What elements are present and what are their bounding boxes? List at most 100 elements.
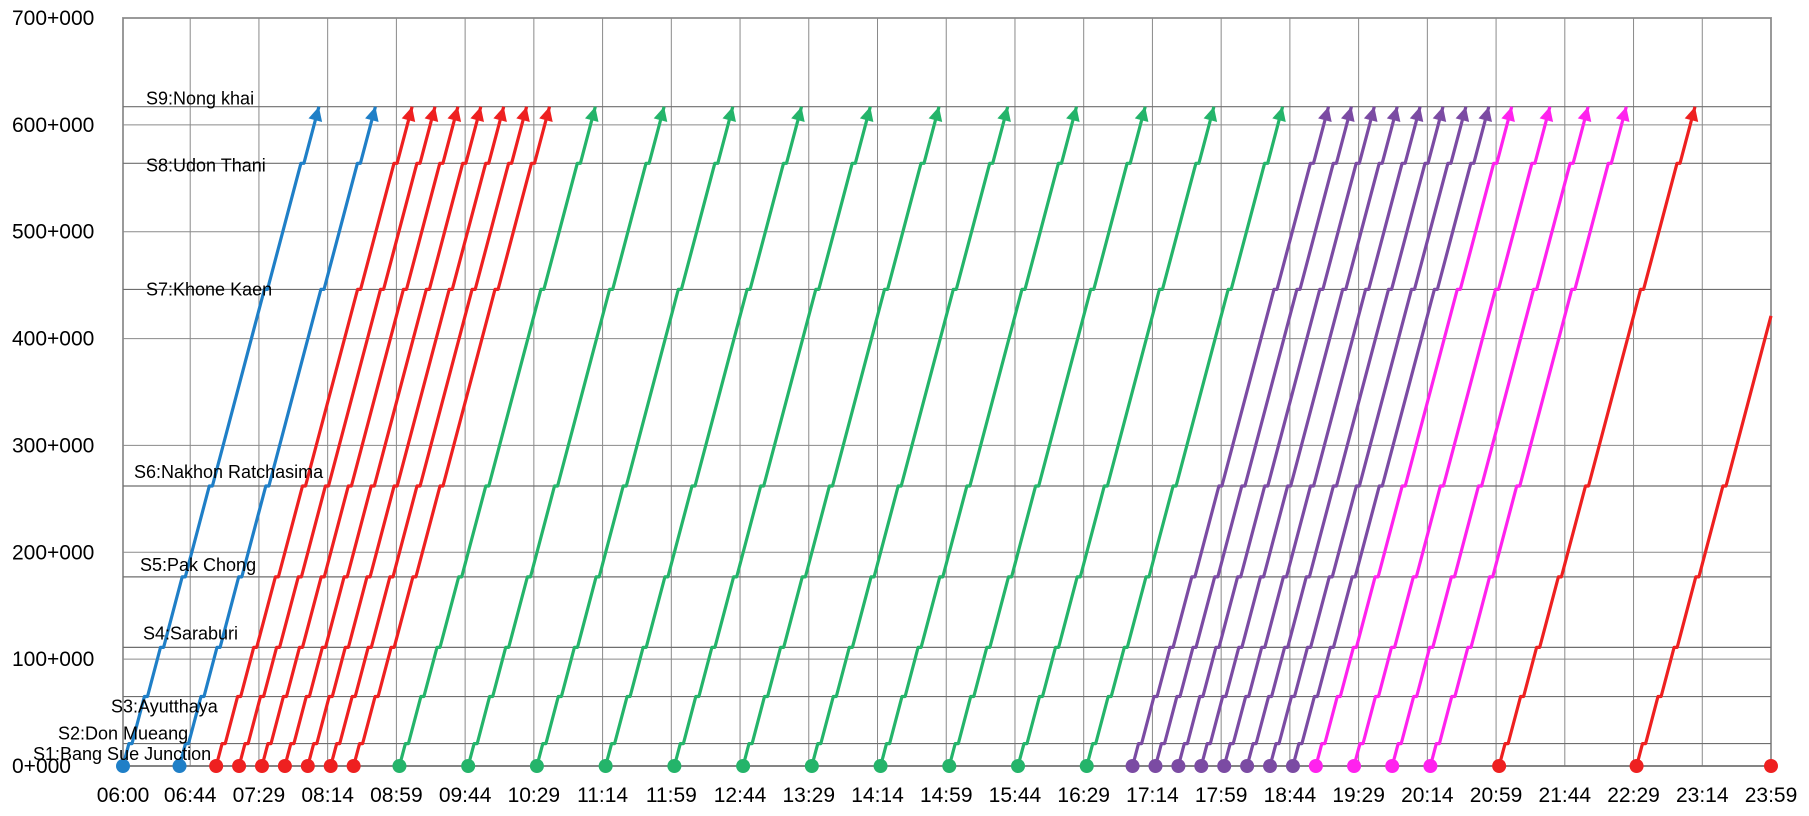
- train-departure-point: [254, 759, 269, 773]
- train-path: [672, 106, 872, 767]
- train-arrival-arrowhead: [401, 106, 416, 122]
- station-label: S1:Bang Sue Junction: [33, 744, 211, 764]
- train-path: [1291, 106, 1491, 767]
- train-path: [1153, 106, 1353, 767]
- station-label: S8:Udon Thani: [146, 155, 266, 175]
- train-arrival-arrowhead: [493, 106, 507, 122]
- train-path: [283, 106, 483, 767]
- train-departure-point: [1125, 759, 1140, 773]
- train-arrival-arrowhead: [653, 106, 668, 122]
- train-arrival-arrowhead: [791, 106, 805, 122]
- train-path: [810, 106, 1010, 767]
- train-arrival-arrowhead: [516, 106, 530, 122]
- x-tick-label: 10:29: [508, 784, 561, 807]
- y-tick-label: 700+000: [12, 7, 94, 30]
- x-axis-tick-labels: 06:00 06:44 07:29 08:14 08:59 09:44 10:29 11:14…: [97, 784, 1798, 807]
- train-arrival-arrowhead: [1478, 106, 1492, 122]
- train-departure-point: [1171, 759, 1186, 773]
- train-path: [1222, 106, 1422, 767]
- train-departure-point: [209, 759, 224, 773]
- station-label: S9:Nong khai: [146, 89, 254, 109]
- train-departure-point: [116, 759, 130, 773]
- train-path: [397, 106, 597, 767]
- train-arrival-arrowhead: [308, 106, 323, 122]
- x-tick-label: 08:14: [301, 784, 354, 807]
- train-departure-point: [346, 759, 361, 773]
- train-path: [1245, 106, 1445, 767]
- x-tick-label: 20:59: [1470, 784, 1523, 807]
- x-tick-label: 15:44: [989, 784, 1042, 807]
- train-arrival-arrowhead: [1615, 106, 1630, 122]
- train-departure-point: [1492, 759, 1507, 773]
- train-arrival-arrowhead: [1577, 106, 1592, 122]
- train-path: [1497, 106, 1697, 767]
- train-path: [466, 106, 666, 767]
- train-path: [329, 106, 529, 767]
- train-path: [306, 106, 506, 767]
- train-departure-point: [1385, 759, 1400, 773]
- train-path: [1176, 106, 1376, 767]
- train-path: [1268, 106, 1468, 767]
- y-tick-label: 100+000: [12, 648, 94, 671]
- train-departure-point: [804, 759, 819, 773]
- train-departure-point: [172, 759, 187, 773]
- train-departure-point: [1148, 759, 1163, 773]
- train-path: [1131, 106, 1331, 767]
- train-departure-point: [461, 759, 476, 773]
- train-departure-point: [323, 759, 338, 773]
- station-label: S3:Ayutthaya: [111, 697, 219, 717]
- train-departure-point: [1423, 759, 1438, 773]
- train-arrival-arrowhead: [1501, 106, 1515, 122]
- x-tick-label: 09:44: [439, 784, 492, 807]
- x-tick-label: 20:14: [1401, 784, 1454, 807]
- train-path: [535, 106, 735, 767]
- train-departure-point: [1194, 759, 1209, 773]
- train-arrival-arrowhead: [859, 106, 874, 122]
- x-tick-label: 23:59: [1745, 784, 1798, 807]
- train-departure-point: [736, 759, 751, 773]
- train-paths: [116, 106, 1778, 773]
- train-departure-point: [1308, 759, 1323, 773]
- x-tick-label: 19:29: [1332, 784, 1385, 807]
- x-tick-label: 16:29: [1057, 784, 1110, 807]
- train-path: [947, 106, 1147, 767]
- station-label: S6:Nakhon Ratchasima: [134, 462, 324, 482]
- train-departure-point: [942, 759, 957, 773]
- x-tick-label: 08:59: [370, 784, 423, 807]
- x-tick-label: 12:44: [714, 784, 767, 807]
- train-arrival-arrowhead: [1134, 106, 1149, 122]
- station-label: S4:Saraburi: [143, 623, 238, 643]
- train-departure-point: [1079, 759, 1094, 773]
- train-arrival-arrowhead: [1684, 106, 1699, 122]
- train-arrival-arrowhead: [539, 106, 553, 122]
- x-tick-label: 07:29: [233, 784, 286, 807]
- train-path: [1390, 106, 1590, 767]
- train-arrival-arrowhead: [470, 106, 484, 122]
- train-arrival-arrowhead: [722, 106, 736, 122]
- train-path: [1352, 106, 1552, 767]
- train-departure-point: [232, 759, 247, 773]
- train-arrival-arrowhead: [1203, 106, 1218, 122]
- station-label: S5:Pak Chong: [140, 555, 256, 575]
- train-arrival-arrowhead: [1341, 106, 1355, 122]
- x-tick-label: 22:29: [1607, 784, 1660, 807]
- train-path: [177, 106, 377, 767]
- train-arrival-arrowhead: [365, 106, 379, 122]
- train-path: [1428, 106, 1628, 767]
- train-departure-point: [1217, 759, 1232, 773]
- train-departure-point: [300, 759, 315, 773]
- train-departure-point: [1263, 759, 1278, 773]
- train-arrival-arrowhead: [1409, 106, 1424, 122]
- x-tick-label: 23:14: [1676, 784, 1729, 807]
- train-departure-point: [1240, 759, 1255, 773]
- train-arrival-arrowhead: [1318, 106, 1332, 122]
- train-path: [879, 106, 1079, 767]
- train-arrival-arrowhead: [585, 106, 599, 122]
- x-tick-label: 06:44: [164, 784, 217, 807]
- train-departure-point: [1011, 759, 1026, 773]
- train-path: [741, 106, 941, 767]
- train-path: [260, 106, 460, 767]
- train-arrival-arrowhead: [997, 106, 1011, 122]
